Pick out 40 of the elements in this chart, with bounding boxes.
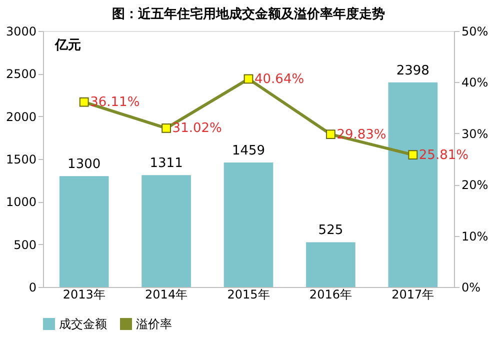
y-tick-label: 1000 bbox=[6, 195, 36, 210]
chart-title: 图：近五年住宅用地成交金额及溢价率年度走势 bbox=[112, 6, 385, 22]
x-tick-label: 2017年 bbox=[392, 288, 434, 302]
y-tick-label: 3000 bbox=[6, 24, 36, 38]
data-label: 36.11% bbox=[90, 95, 140, 110]
x-tick-label: 2014年 bbox=[145, 288, 188, 302]
legend-label: 溢价率 bbox=[136, 317, 172, 331]
data-label: 2398 bbox=[396, 63, 430, 78]
point bbox=[244, 74, 254, 84]
y2-tick-label: 50% bbox=[462, 24, 488, 38]
y2-tick-label: 10% bbox=[462, 229, 488, 244]
legend-label: 成交金额 bbox=[59, 317, 107, 331]
bar bbox=[224, 162, 274, 287]
data-label: 525 bbox=[318, 223, 344, 238]
point bbox=[162, 123, 171, 133]
data-label: 31.02% bbox=[172, 121, 222, 136]
x-tick-label: 2013年 bbox=[62, 288, 106, 302]
data-label: 1300 bbox=[68, 157, 101, 172]
y2-tick-label: 40% bbox=[462, 76, 488, 90]
data-label: 1459 bbox=[232, 144, 266, 158]
y-tick-label: 2000 bbox=[6, 110, 36, 124]
data-label: 29.83% bbox=[336, 127, 386, 142]
point bbox=[79, 97, 89, 107]
data-label: 1311 bbox=[150, 156, 183, 172]
y2-tick-label: 30% bbox=[462, 126, 488, 141]
point bbox=[408, 150, 418, 160]
y2-tick-label: 0% bbox=[462, 280, 481, 294]
point bbox=[326, 130, 336, 139]
data-label: 40.64% bbox=[254, 72, 304, 87]
y-tick-label: 0 bbox=[28, 280, 36, 294]
y-axis-title: 亿元 bbox=[54, 38, 81, 53]
bar bbox=[142, 175, 191, 287]
x-tick-label: 2016年 bbox=[309, 288, 352, 302]
y2-tick-label: 20% bbox=[462, 178, 488, 192]
bar bbox=[59, 176, 109, 287]
y-tick-label: 1500 bbox=[6, 152, 36, 166]
x-tick-label: 2015年 bbox=[227, 288, 270, 302]
y-tick-label: 500 bbox=[14, 238, 36, 252]
y-tick-label: 2500 bbox=[6, 67, 36, 82]
bar bbox=[306, 242, 356, 287]
